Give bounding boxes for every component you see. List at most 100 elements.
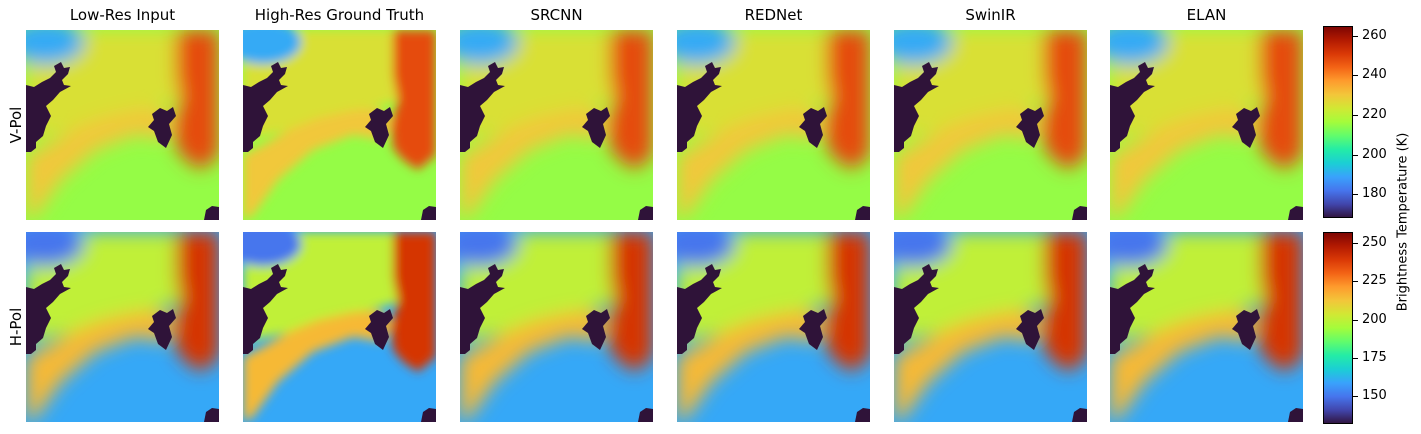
cool-ocean-region [1110, 30, 1168, 64]
colorbar-h-pol-frame [1323, 232, 1353, 424]
colorbar-tick-mark [1353, 242, 1358, 244]
heatmap-panel-h-pol-4 [894, 232, 1087, 422]
colorbar-tick-mark [1353, 194, 1358, 196]
land-mask-west [26, 62, 71, 152]
heatmap-image [26, 30, 219, 220]
land-mask-corner [1288, 206, 1303, 220]
heatmap-panel-v-pol-5 [1110, 30, 1303, 220]
land-mask-west [460, 264, 505, 354]
cool-ocean-region [243, 232, 301, 266]
colorbar-tick-label: 260 [1362, 27, 1387, 43]
column-title-elan: ELAN [1186, 6, 1227, 24]
temperature-field [1110, 30, 1303, 220]
central-band [894, 310, 1044, 422]
central-band [460, 310, 610, 422]
land-mask-corner [638, 408, 653, 422]
land-mask-corner [1072, 408, 1087, 422]
land-mask-corner [855, 408, 870, 422]
temperature-field [26, 232, 219, 422]
temperature-field [243, 30, 436, 220]
land-mask-island [1016, 309, 1044, 350]
heatmap-image [243, 232, 436, 422]
colorbar-tick-mark [1353, 281, 1358, 283]
land-mask-corner [421, 206, 436, 220]
colorbar-v-pol: 180 200 220 240 260 [1323, 26, 1387, 218]
heatmap-panel-h-pol-1 [243, 232, 436, 422]
heatmap-image [1110, 30, 1303, 220]
colorbar-tick-label: 220 [1362, 107, 1387, 123]
heatmap-image [1110, 232, 1303, 422]
land-mask-west [243, 264, 288, 354]
colorbar-v-pol-frame [1323, 26, 1353, 218]
central-band [677, 310, 827, 422]
land-mask-corner [204, 206, 219, 220]
land-mask-island [148, 107, 176, 148]
cool-ocean-region [460, 232, 518, 266]
land-mask-corner [421, 408, 436, 422]
column-title-high-res-ground-truth: High-Res Ground Truth [254, 6, 425, 24]
colorbar-tick-mark [1353, 75, 1358, 77]
cool-ocean-region [460, 30, 518, 64]
cool-ocean-region [243, 30, 301, 64]
temperature-field [460, 30, 653, 220]
upper-region [894, 30, 1087, 140]
land-mask-west [460, 62, 505, 152]
colorbar-tick-label: 225 [1362, 273, 1387, 289]
cool-ocean-region [26, 232, 84, 266]
land-mask-west [677, 62, 722, 152]
central-band [460, 108, 610, 220]
upper-region [1110, 30, 1303, 140]
land-mask-corner [638, 206, 653, 220]
warm-region [1258, 232, 1303, 372]
upper-region [460, 30, 653, 140]
land-mask-west [894, 264, 939, 354]
land-mask-west [26, 264, 71, 354]
land-mask-island [799, 309, 827, 350]
heatmap-panel-v-pol-4 [894, 30, 1087, 220]
colorbar-tick-label: 150 [1362, 388, 1387, 404]
land-mask-west [243, 62, 288, 152]
heatmap-panel-h-pol-2 [460, 232, 653, 422]
land-mask-island [1016, 107, 1044, 148]
land-mask-island [799, 107, 827, 148]
central-band [1110, 108, 1260, 220]
heatmap-panel-h-pol-5 [1110, 232, 1303, 422]
land-mask-island [582, 309, 610, 350]
heatmap-panel-v-pol-0 [26, 30, 219, 220]
land-mask-island [365, 309, 393, 350]
heatmap-panel-h-pol-3 [677, 232, 870, 422]
warm-region [174, 30, 219, 170]
heatmap-image [677, 232, 870, 422]
row-label-h-pol: H-Pol [7, 307, 25, 347]
land-mask-island [365, 107, 393, 148]
upper-region [26, 30, 219, 140]
heatmap-image [460, 30, 653, 220]
colorbar-tick-mark [1353, 115, 1358, 117]
land-mask-corner [855, 206, 870, 220]
land-mask-west [894, 62, 939, 152]
warm-region [174, 232, 219, 372]
temperature-field [243, 232, 436, 422]
column-title-swinir: SwinIR [965, 6, 1016, 24]
warm-region [825, 30, 870, 170]
cool-ocean-region [677, 232, 735, 266]
heatmap-panel-v-pol-3 [677, 30, 870, 220]
colorbar-tick-mark [1353, 357, 1358, 359]
temperature-field [677, 232, 870, 422]
cool-ocean-region [894, 232, 952, 266]
central-band [26, 310, 176, 422]
central-band [894, 108, 1044, 220]
warm-region [608, 30, 653, 170]
land-mask-corner [1288, 408, 1303, 422]
central-band [1110, 310, 1260, 422]
heatmap-image [243, 30, 436, 220]
colorbar-axis-label: Brightness Temperature (K) [1395, 132, 1411, 311]
land-mask-west [1110, 264, 1155, 354]
warm-region [391, 232, 436, 372]
cool-ocean-region [894, 30, 952, 64]
central-band [243, 310, 393, 422]
column-title-srcnn: SRCNN [530, 6, 583, 24]
central-band [677, 108, 827, 220]
warm-region [1258, 30, 1303, 170]
central-band [243, 108, 393, 220]
